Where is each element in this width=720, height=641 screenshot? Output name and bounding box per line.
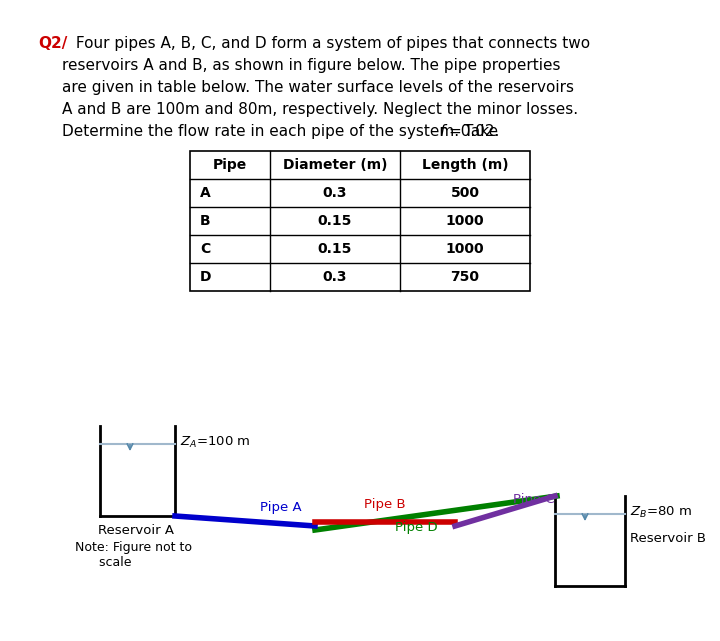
Text: are given in table below. The water surface levels of the reservoirs: are given in table below. The water surf… — [62, 80, 574, 95]
Text: Q2/: Q2/ — [38, 36, 68, 51]
Text: f: f — [440, 124, 446, 139]
Text: Pipe A: Pipe A — [260, 501, 302, 514]
Text: B: B — [200, 214, 211, 228]
Text: =0.02.: =0.02. — [448, 124, 500, 139]
Text: 500: 500 — [451, 186, 480, 200]
Text: Pipe D: Pipe D — [395, 521, 437, 534]
Text: Four pipes A, B, C, and D form a system of pipes that connects two: Four pipes A, B, C, and D form a system … — [71, 36, 590, 51]
Text: $Z_B$=80 m: $Z_B$=80 m — [630, 504, 692, 520]
Text: Reservoir A: Reservoir A — [98, 524, 174, 537]
Bar — [190, 151, 530, 291]
Text: A: A — [200, 186, 211, 200]
Text: 0.15: 0.15 — [318, 214, 352, 228]
Text: Determine the flow rate in each pipe of the system. Take: Determine the flow rate in each pipe of … — [62, 124, 503, 139]
Text: Pipe B: Pipe B — [364, 498, 406, 511]
Text: Note: Figure not to
      scale: Note: Figure not to scale — [75, 541, 192, 569]
Text: D: D — [200, 270, 212, 284]
Text: Diameter (m): Diameter (m) — [283, 158, 387, 172]
Text: Length (m): Length (m) — [422, 158, 508, 172]
Text: 0.3: 0.3 — [323, 186, 347, 200]
Text: Pipe: Pipe — [213, 158, 247, 172]
Text: 1000: 1000 — [446, 242, 485, 256]
Text: 0.3: 0.3 — [323, 270, 347, 284]
Text: 750: 750 — [451, 270, 480, 284]
Text: 1000: 1000 — [446, 214, 485, 228]
Text: C: C — [200, 242, 210, 256]
Text: Pipe C: Pipe C — [513, 493, 554, 506]
Text: A and B are 100m and 80m, respectively. Neglect the minor losses.: A and B are 100m and 80m, respectively. … — [62, 102, 578, 117]
Text: reservoirs A and B, as shown in figure below. The pipe properties: reservoirs A and B, as shown in figure b… — [62, 58, 560, 73]
Text: 0.15: 0.15 — [318, 242, 352, 256]
Text: Reservoir B: Reservoir B — [630, 532, 706, 545]
Text: $Z_A$=100 m: $Z_A$=100 m — [180, 435, 251, 449]
